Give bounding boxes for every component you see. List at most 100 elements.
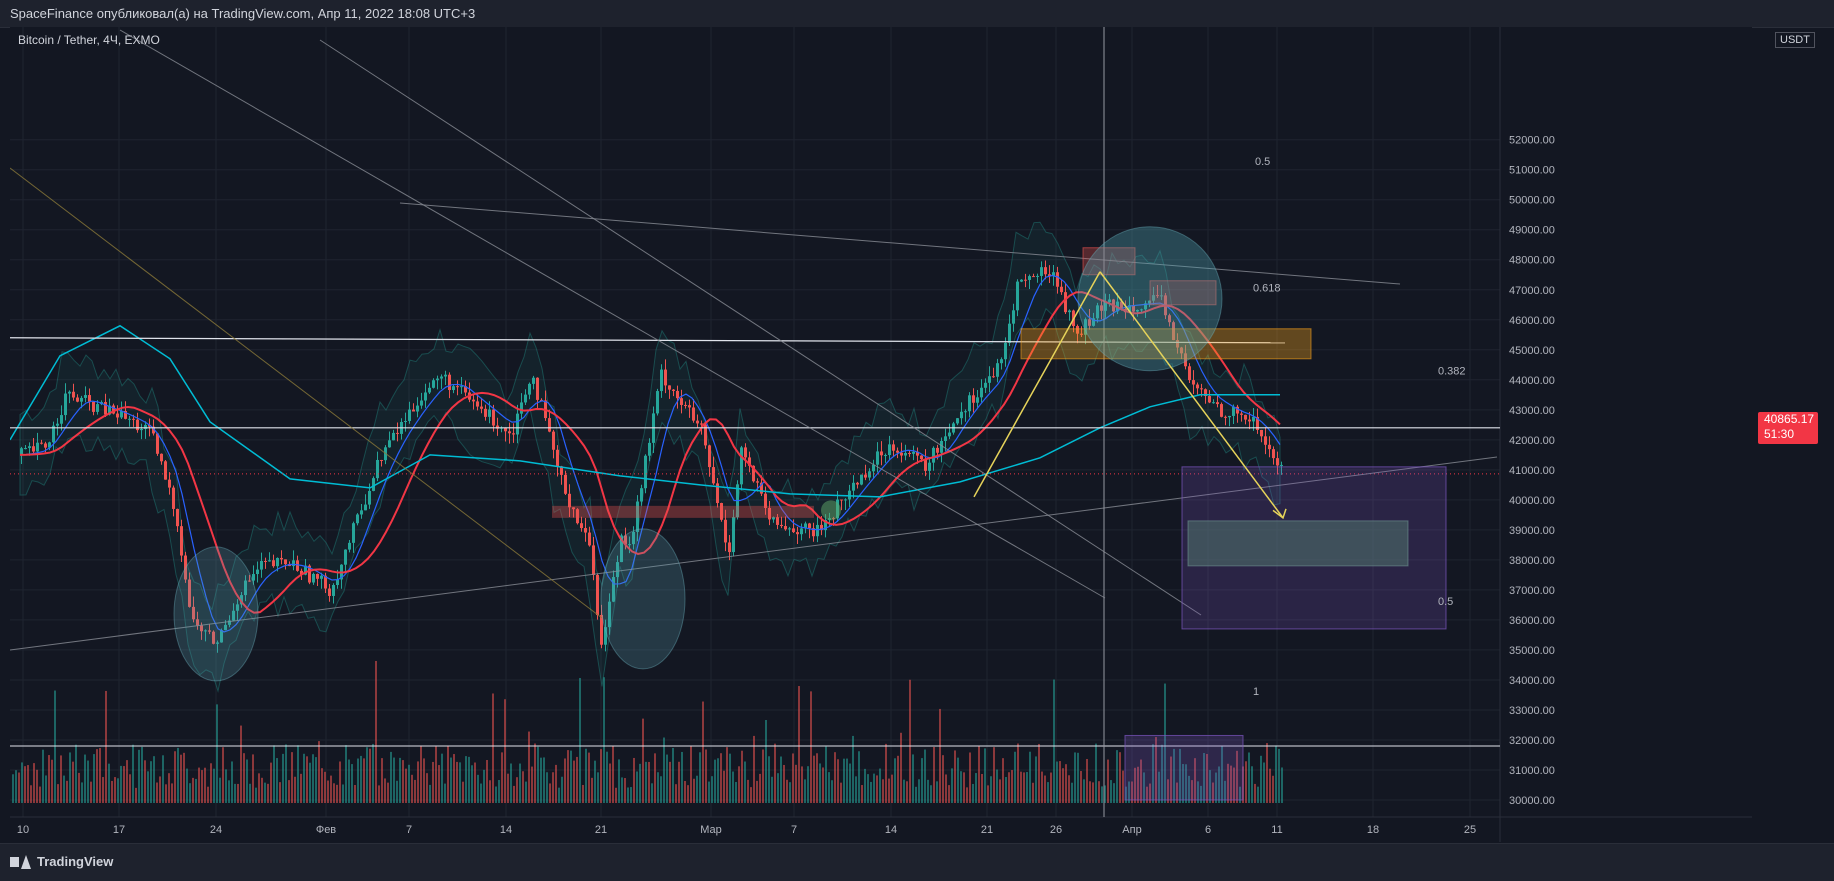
candle-body xyxy=(1252,416,1255,422)
volume-bar xyxy=(840,782,842,803)
volume-bar xyxy=(375,660,377,803)
candle-body xyxy=(1028,276,1031,280)
volume-bar xyxy=(420,745,422,803)
time-tick-label: 18 xyxy=(1367,824,1379,836)
candle-body xyxy=(700,423,703,425)
candle-body xyxy=(1080,333,1083,335)
volume-bar xyxy=(111,780,113,803)
volume-bar xyxy=(990,776,992,803)
tradingview-logo-icon xyxy=(10,854,32,869)
candle-body xyxy=(788,528,791,530)
fib-level-label: 1 xyxy=(1253,686,1259,698)
candle-body xyxy=(768,507,771,520)
volume-bar xyxy=(1134,767,1136,803)
volume-bar xyxy=(477,774,479,803)
volume-bar xyxy=(180,754,182,803)
volume-bar xyxy=(183,752,185,803)
volume-bar xyxy=(1113,783,1115,803)
tradingview-logo[interactable]: TradingView xyxy=(10,854,113,869)
volume-bar xyxy=(1269,768,1271,803)
candle-body xyxy=(1280,464,1283,466)
trend-line xyxy=(319,39,1202,616)
candle-body xyxy=(1244,414,1247,420)
candle-body xyxy=(424,392,427,401)
candle-body xyxy=(496,425,499,429)
candle-body xyxy=(928,462,931,471)
candle-body xyxy=(40,442,43,444)
volume-bar xyxy=(405,768,407,803)
volume-bar xyxy=(141,746,143,803)
volume-bar xyxy=(729,753,731,803)
candle-body xyxy=(108,405,111,415)
volume-bar xyxy=(339,761,341,803)
candle-body xyxy=(728,542,731,553)
volume-bar xyxy=(1209,770,1211,803)
currency-label[interactable]: USDT xyxy=(1775,32,1815,48)
fib-level-label: 0.5 xyxy=(1438,596,1453,608)
volume-bar xyxy=(1248,752,1250,803)
volume-bar xyxy=(585,748,587,803)
candle-body xyxy=(640,488,643,502)
time-tick-label: 14 xyxy=(885,824,897,836)
candle-body xyxy=(740,447,743,485)
volume-bar xyxy=(780,756,782,803)
arrow-up-line xyxy=(973,271,1101,498)
volume-bar xyxy=(117,778,119,803)
candle-body xyxy=(1264,436,1267,445)
volume-bar xyxy=(1110,780,1112,803)
time-tick-label: 25 xyxy=(1464,824,1476,836)
volume-bar xyxy=(129,774,131,803)
volume-bar xyxy=(258,773,260,803)
candle-body xyxy=(68,391,71,394)
candle-body xyxy=(236,604,239,611)
candle-body xyxy=(232,610,235,621)
volume-bar xyxy=(12,774,14,803)
candle-body xyxy=(1220,404,1223,417)
candle-body xyxy=(412,409,415,412)
volume-bar xyxy=(441,753,443,803)
last-price-tag: 40865.17 51:30 xyxy=(1758,412,1818,444)
candle-body xyxy=(372,478,375,491)
volume-bar xyxy=(1191,780,1193,803)
candle-body xyxy=(512,433,515,435)
volume-bar xyxy=(1278,748,1280,803)
candle-body xyxy=(560,466,563,475)
candle-body xyxy=(24,448,27,450)
candle-body xyxy=(304,565,307,575)
candle-body xyxy=(1100,305,1103,311)
volume-bar xyxy=(909,679,911,803)
candle-body xyxy=(420,400,423,406)
volume-bar xyxy=(1050,772,1052,803)
candle-body xyxy=(144,424,147,429)
candle-body xyxy=(920,455,923,460)
candle-body xyxy=(916,451,919,456)
volume-bar xyxy=(789,782,791,803)
candle-body xyxy=(248,580,251,582)
candle-body xyxy=(1140,309,1143,311)
volume-bar xyxy=(108,763,110,803)
candlestick-chart[interactable]: 52000.00 51000.00 50000.00 49000.00 48000.00… xyxy=(10,27,1752,842)
candle-body xyxy=(128,418,131,420)
volume-bar xyxy=(1026,772,1028,803)
candle-body xyxy=(1152,295,1155,301)
candle-body xyxy=(1016,281,1019,311)
volume-bar xyxy=(942,755,944,803)
volume-bar xyxy=(768,756,770,803)
volume-bar xyxy=(63,775,65,803)
volume-bar xyxy=(33,763,35,803)
volume-bar xyxy=(795,764,797,803)
candle-body xyxy=(472,399,475,402)
volume-bar xyxy=(699,752,701,803)
candle-body xyxy=(548,418,551,432)
time-tick-label: 7 xyxy=(791,824,797,836)
candle-body xyxy=(188,579,191,607)
chart-plot[interactable]: 52000.00 51000.00 50000.00 49000.00 48000.00… xyxy=(10,27,1752,842)
candle-body xyxy=(612,577,615,602)
volume-bar xyxy=(861,785,863,803)
candle-body xyxy=(1068,310,1071,313)
candle-body xyxy=(584,528,587,533)
volume-bar xyxy=(510,763,512,803)
volume-bar xyxy=(1158,771,1160,803)
volume-bar xyxy=(888,778,890,803)
candle-body xyxy=(912,451,915,454)
